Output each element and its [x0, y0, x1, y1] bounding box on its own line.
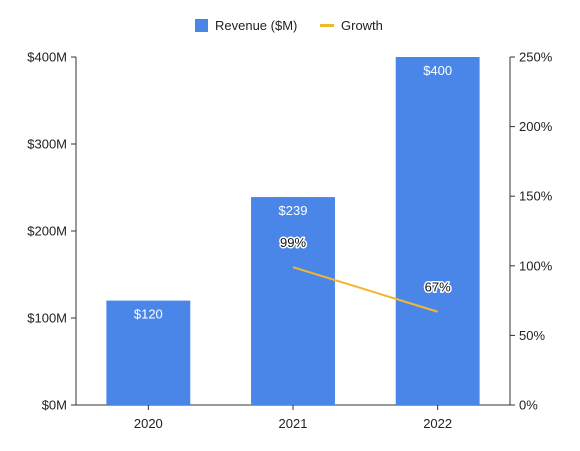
- x-tick-label: 2020: [134, 416, 163, 431]
- right-y-tick-label: 250%: [519, 50, 553, 65]
- left-y-tick-label: $300M: [27, 137, 67, 152]
- legend-swatch-revenue: [195, 19, 208, 32]
- revenue-bar: [106, 300, 191, 405]
- revenue-bar-label: $400: [423, 63, 452, 78]
- right-y-tick-label: 200%: [519, 119, 553, 134]
- revenue-bar-label: $120: [134, 307, 163, 322]
- left-y-tick-label: $0M: [42, 398, 67, 413]
- left-y-tick-label: $400M: [27, 50, 67, 65]
- x-ticks: 2020 2021 2022: [134, 405, 452, 431]
- legend-swatch-growth: [320, 24, 334, 27]
- right-y-ticks: 0% 50% 100% 150% 200% 250%: [510, 50, 553, 413]
- growth-line-layer: 99% 67%: [278, 234, 453, 313]
- left-y-tick-label: $100M: [27, 311, 67, 326]
- legend: Revenue ($M) Growth: [195, 18, 383, 33]
- right-y-tick-label: 0%: [519, 398, 538, 413]
- x-tick-label: 2021: [279, 416, 308, 431]
- x-tick-label: 2022: [423, 416, 452, 431]
- right-y-tick-label: 50%: [519, 328, 545, 343]
- left-y-tick-label: $200M: [27, 224, 67, 239]
- revenue-bar: [251, 197, 335, 405]
- revenue-bar: [395, 57, 480, 405]
- right-y-tick-label: 150%: [519, 189, 553, 204]
- legend-label-revenue: Revenue ($M): [215, 18, 297, 33]
- left-y-ticks: $0M $100M $200M $300M $400M: [27, 50, 76, 413]
- legend-label-growth: Growth: [341, 18, 383, 33]
- growth-data-label: 67%: [425, 280, 451, 295]
- revenue-bars: $120 $239 $400: [106, 57, 480, 405]
- revenue-bar-label: $239: [279, 203, 308, 218]
- growth-line: [292, 266, 438, 313]
- growth-data-label: 99%: [280, 235, 306, 250]
- right-y-tick-label: 100%: [519, 258, 553, 273]
